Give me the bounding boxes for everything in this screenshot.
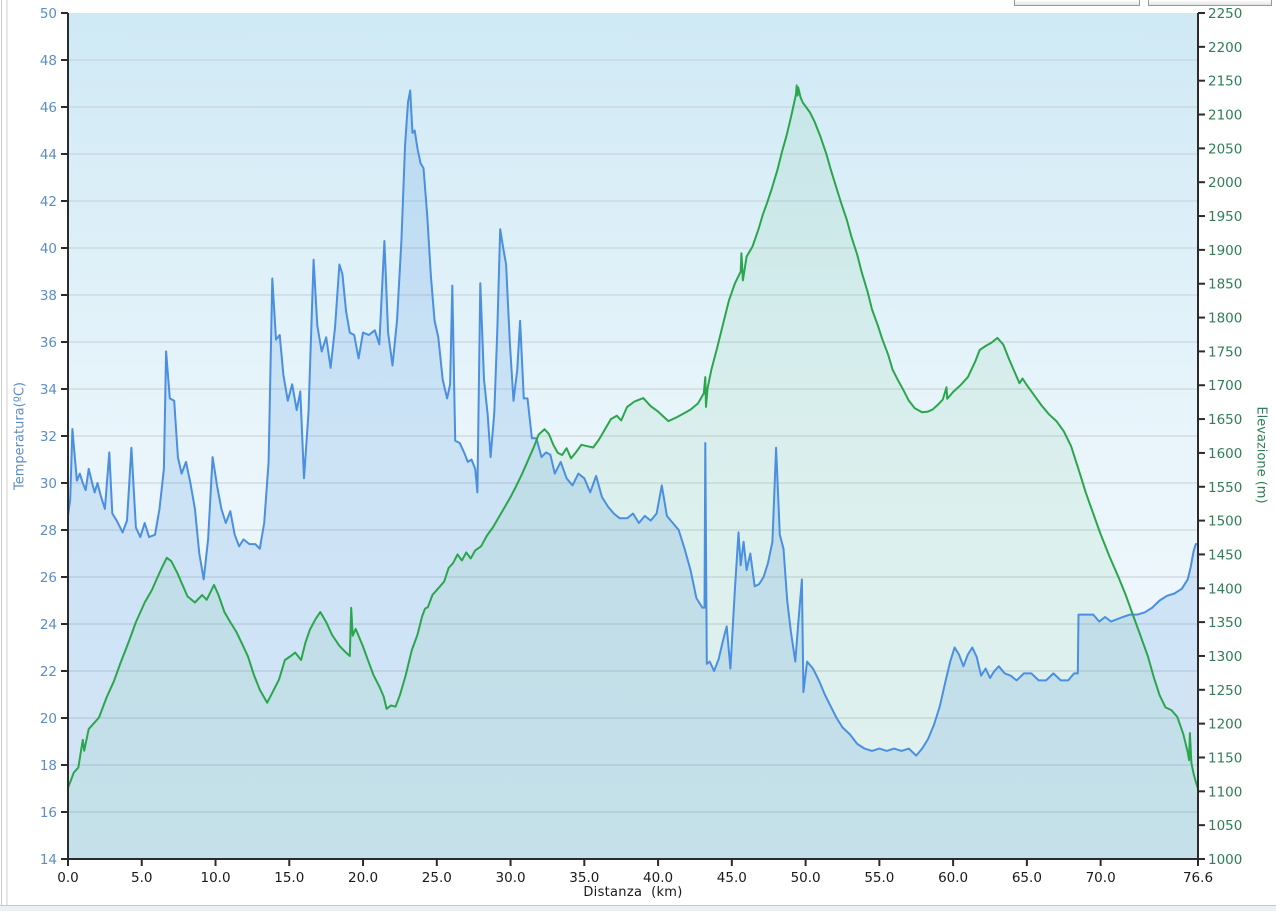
x-tick-label: 15.0 [274,870,304,886]
x-tick-label: 70.0 [1086,870,1116,886]
y-left-tick-label: 26 [40,570,57,586]
x-tick-label: 40.0 [643,870,673,886]
x-tick-label: 60.0 [938,870,968,886]
panel-bottom-border [0,905,1276,906]
x-tick-label: 50.0 [791,870,821,886]
x-tick-label: 0.0 [57,870,78,886]
page-background-strip [0,906,1276,911]
y-left-tick-label: 18 [40,758,57,774]
y-left-tick-label: 32 [40,429,57,445]
y-right-tick-label: 2000 [1208,175,1242,191]
y-right-tick-label: 1050 [1208,818,1242,834]
x-tick-label: 45.0 [717,870,747,886]
x-tick-label: 5.0 [131,870,152,886]
x-tick-label: 10.0 [200,870,230,886]
y-left-tick-label: 34 [40,382,57,398]
x-tick-label: 35.0 [569,870,599,886]
x-tick-label: 55.0 [864,870,894,886]
y-right-tick-label: 1800 [1208,311,1242,327]
y-right-tick-label: 1950 [1208,209,1242,225]
y-right-tick-label: 2100 [1208,108,1242,124]
y-right-tick-label: 1100 [1208,784,1242,800]
x-tick-label: 30.0 [496,870,526,886]
y-right-tick-label: 1000 [1208,852,1242,868]
y-right-tick-label: 1600 [1208,446,1242,462]
y-right-tick-label: 2050 [1208,141,1242,157]
toolbar-button-right[interactable] [1148,0,1272,6]
panel-left-border [1,0,2,905]
temperature-area [68,90,1198,859]
x-axis-title: Distanza (km) [583,885,683,900]
temperature-line [67,89,1199,757]
y-right-tick-label: 1750 [1208,344,1242,360]
y-right-tick-label: 1400 [1208,581,1242,597]
y-left-tick-label: 48 [40,53,57,69]
y-left-tick-label: 30 [40,476,57,492]
y-right-tick-label: 1300 [1208,649,1242,665]
y-axis-left-title: Temperatura(ºC) [12,382,28,490]
x-tick-label: 65.0 [1012,870,1042,886]
y-right-tick-label: 1350 [1208,615,1242,631]
y-left-tick-label: 24 [40,617,57,633]
y-right-tick-label: 1900 [1208,243,1242,259]
y-axis-right-title: Elevazione (m) [1253,406,1269,504]
elevation-line [67,84,1199,790]
y-left-tick-label: 16 [40,805,57,821]
y-right-tick-label: 1650 [1208,412,1242,428]
y-left-tick-label: 38 [40,288,57,304]
y-right-tick-label: 1150 [1208,750,1242,766]
elevation-area [68,85,1198,859]
y-left-tick-label: 22 [40,664,57,680]
y-right-tick-label: 1450 [1208,547,1242,563]
panel-left-border-inner [6,0,8,905]
y-left-tick-label: 50 [40,6,57,22]
toolbar-button-left[interactable] [1014,0,1140,6]
x-tick-label: 20.0 [348,870,378,886]
x-tick-label: 25.0 [422,870,452,886]
y-left-tick-label: 36 [40,335,57,351]
y-right-tick-label: 2200 [1208,40,1242,56]
y-left-tick-label: 44 [40,147,57,163]
y-left-tick-label: 20 [40,711,57,727]
y-left-tick-label: 14 [40,852,57,868]
y-right-tick-label: 1250 [1208,683,1242,699]
y-right-tick-label: 2250 [1208,6,1242,22]
y-right-tick-label: 1200 [1208,717,1242,733]
y-right-tick-label: 1700 [1208,378,1242,394]
y-right-tick-label: 1550 [1208,480,1242,496]
y-right-tick-label: 2150 [1208,74,1242,90]
y-right-tick-label: 1850 [1208,277,1242,293]
y-left-tick-label: 42 [40,194,57,210]
y-left-tick-label: 46 [40,100,57,116]
y-left-tick-label: 28 [40,523,57,539]
x-tick-label: 76.6 [1183,870,1213,886]
y-right-tick-label: 1500 [1208,514,1242,530]
y-left-tick-label: 40 [40,241,57,257]
